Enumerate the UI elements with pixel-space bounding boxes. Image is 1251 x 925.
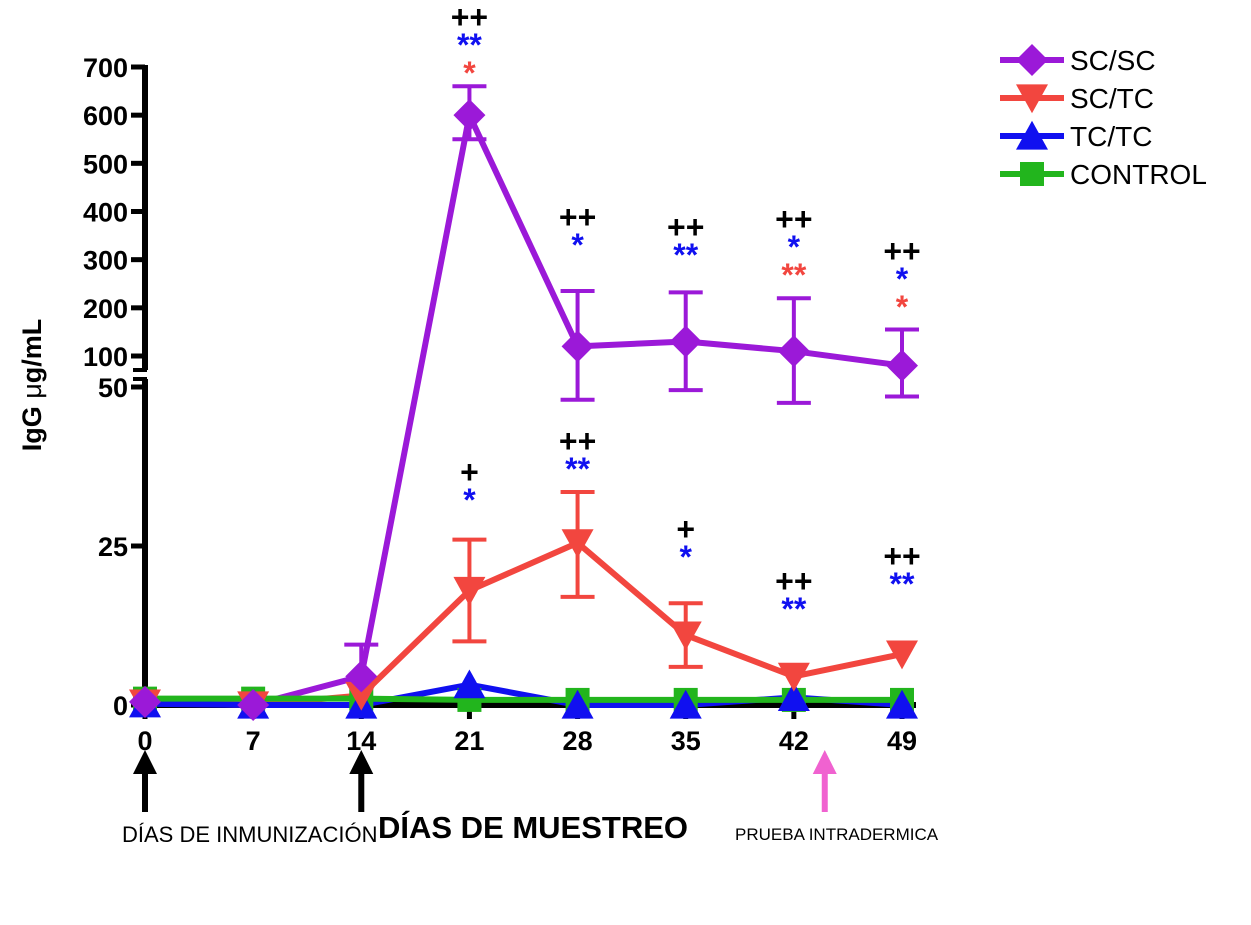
marker-triangle-up	[777, 682, 810, 711]
significance-mark: *	[463, 482, 476, 518]
marker-diamond	[1016, 44, 1048, 76]
marker-triangle-down	[1016, 84, 1048, 114]
y-tick-label: 50	[98, 373, 128, 403]
significance-mark: **	[781, 591, 806, 627]
significance-mark: ++	[883, 233, 920, 269]
x-tick-label: 0	[137, 726, 152, 756]
series-line	[145, 695, 902, 703]
significance-mark: *	[679, 539, 692, 575]
y-tick-label: 300	[83, 246, 128, 276]
y-tick-label: 0	[113, 691, 128, 721]
significance-mark: ++	[775, 201, 812, 237]
marker-diamond	[886, 349, 918, 382]
significance-mark: *	[896, 289, 909, 325]
significance-marks: ++***++* ++**++***++**+*++**+*++**++**	[451, 0, 921, 627]
significance-mark: *	[571, 227, 584, 263]
y-tick-label: 25	[98, 532, 128, 562]
significance-mark: ++	[775, 563, 812, 599]
x-tick-label: 42	[779, 726, 809, 756]
marker-triangle-down	[886, 640, 918, 670]
significance-mark: **	[781, 257, 806, 293]
marker-triangle-down	[453, 576, 486, 606]
marker-triangle-down	[345, 681, 378, 711]
legend-label: CONTROL	[1070, 159, 1207, 190]
arrow-head	[349, 750, 374, 774]
arrow-head	[133, 750, 157, 774]
marker-triangle-up	[561, 689, 594, 719]
significance-mark: **	[673, 237, 698, 273]
significance-mark: **	[457, 27, 482, 63]
significance-mark: *	[896, 261, 909, 297]
legend-label: SC/SC	[1070, 45, 1156, 76]
marker-diamond	[777, 335, 810, 368]
x-tick-label: 28	[563, 726, 593, 756]
series-markers	[129, 99, 918, 721]
marker-diamond	[237, 689, 270, 721]
y-tick-label: 600	[83, 101, 128, 131]
significance-mark: **	[890, 566, 915, 602]
marker-diamond	[345, 660, 378, 693]
marker-triangle-up	[1016, 120, 1048, 150]
marker-diamond	[669, 325, 702, 358]
immunization-days-note: DÍAS DE INMUNIZACIÓN	[122, 822, 377, 847]
y-axis-label: IgG μg/mL	[17, 319, 47, 452]
x-tick-label: 35	[671, 726, 701, 756]
annotations: DÍAS DE INMUNIZACIÓN PRUEBA INTRADERMICA	[122, 750, 939, 847]
y-tick-label: 200	[83, 294, 128, 324]
significance-mark: ++	[451, 0, 488, 35]
significance-mark: ++	[559, 423, 596, 459]
significance-mark: **	[565, 451, 590, 487]
y-tick-label: 100	[83, 342, 128, 372]
marker-triangle-up	[886, 689, 918, 719]
marker-diamond	[129, 685, 161, 718]
y-tick-label: 700	[83, 53, 128, 83]
significance-mark: *	[788, 229, 801, 265]
legend-label: TC/TC	[1070, 121, 1152, 152]
significance-mark: +	[676, 511, 695, 547]
marker-triangle-up	[453, 669, 486, 699]
x-tick-label: 21	[454, 726, 484, 756]
significance-mark: *	[463, 55, 476, 91]
legend-label: SC/TC	[1070, 83, 1154, 114]
marker-triangle-down	[669, 621, 702, 651]
intradermal-test-note: PRUEBA INTRADERMICA	[735, 825, 939, 844]
x-tick-label: 49	[887, 726, 917, 756]
significance-mark: +	[460, 454, 479, 490]
x-tick-label: 7	[246, 726, 261, 756]
significance-mark: ++	[559, 199, 596, 235]
marker-triangle-down	[561, 529, 594, 559]
marker-diamond	[453, 99, 486, 132]
arrow-head	[812, 750, 837, 774]
y-tick-label: 400	[83, 198, 128, 228]
x-axis-label: DÍAS DE MUESTREO	[378, 810, 688, 845]
marker-triangle-down	[777, 662, 810, 692]
significance-mark: ++	[667, 209, 704, 245]
marker-triangle-up	[669, 689, 702, 719]
legend: SC/SC SC/TC TC/TC CONTROL	[1000, 44, 1207, 190]
series-lines	[144, 112, 903, 708]
y-tick-label: 500	[83, 149, 128, 179]
significance-mark: ++	[883, 538, 920, 574]
marker-square	[1020, 162, 1044, 186]
marker-diamond	[561, 330, 594, 363]
